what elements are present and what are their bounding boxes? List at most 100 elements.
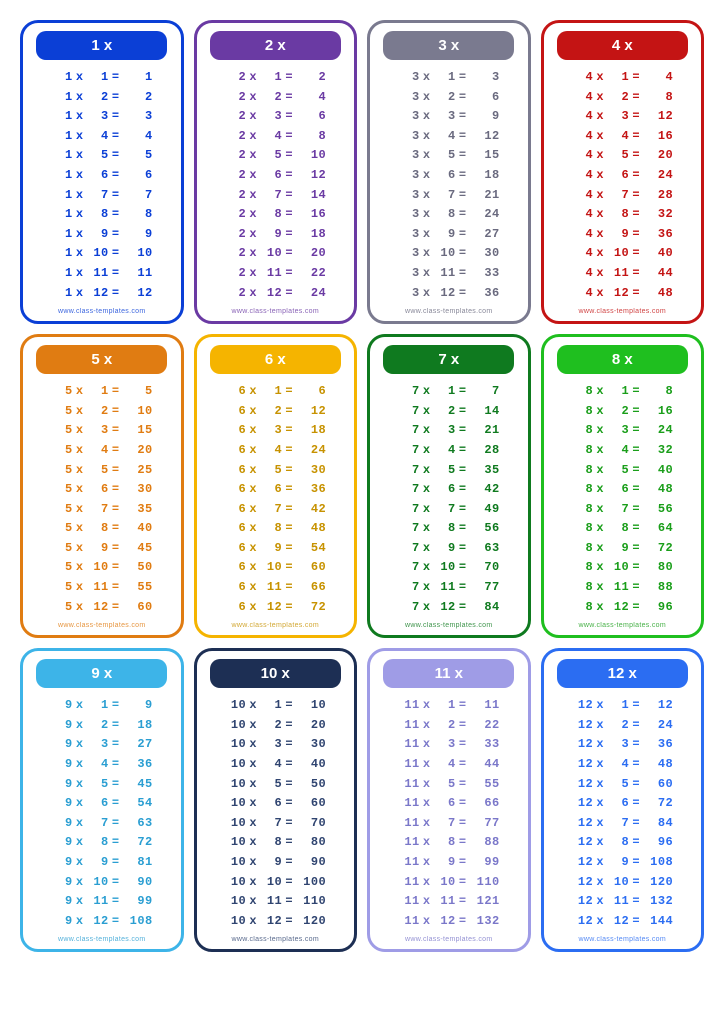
op-symbol: x <box>246 480 260 499</box>
table-row: 4x10=40 <box>550 244 696 263</box>
product: 40 <box>296 755 326 774</box>
multiplicand: 5 <box>51 539 73 558</box>
product: 45 <box>123 539 153 558</box>
table-row: 5x3=15 <box>29 421 175 440</box>
table-row: 12x4=48 <box>550 755 696 774</box>
product: 33 <box>470 735 500 754</box>
eq-symbol: = <box>109 873 123 892</box>
eq-symbol: = <box>456 735 470 754</box>
multiplier: 8 <box>260 205 282 224</box>
multiplier: 3 <box>434 735 456 754</box>
eq-symbol: = <box>282 539 296 558</box>
multiplier: 4 <box>434 127 456 146</box>
multiplier: 2 <box>434 88 456 107</box>
multiplicand: 10 <box>224 912 246 931</box>
table-row: 10x11=110 <box>203 892 349 911</box>
table-row: 2x1=2 <box>203 68 349 87</box>
op-symbol: x <box>593 873 607 892</box>
op-symbol: x <box>246 461 260 480</box>
multiplier: 4 <box>607 755 629 774</box>
multiplier: 9 <box>434 225 456 244</box>
product: 12 <box>643 696 673 715</box>
multiplier: 7 <box>434 500 456 519</box>
product: 32 <box>643 205 673 224</box>
multiplicand: 6 <box>224 500 246 519</box>
product: 63 <box>123 814 153 833</box>
footer-credit: www.class-templates.com <box>405 308 492 315</box>
multiplicand: 7 <box>398 480 420 499</box>
op-symbol: x <box>246 539 260 558</box>
multiplicand: 8 <box>571 598 593 617</box>
table-row: 11x8=88 <box>376 833 522 852</box>
eq-symbol: = <box>629 755 643 774</box>
eq-symbol: = <box>282 461 296 480</box>
multiplier: 4 <box>87 441 109 460</box>
multiplicand: 1 <box>51 264 73 283</box>
multiplier: 4 <box>607 127 629 146</box>
eq-symbol: = <box>629 264 643 283</box>
multiplicand: 4 <box>571 284 593 303</box>
table-row: 5x2=10 <box>29 402 175 421</box>
eq-symbol: = <box>109 186 123 205</box>
table-rows: 6x1=66x2=126x3=186x4=246x5=306x6=366x7=4… <box>203 382 349 616</box>
op-symbol: x <box>420 186 434 205</box>
product: 72 <box>296 598 326 617</box>
product: 28 <box>643 186 673 205</box>
multiplicand: 1 <box>51 127 73 146</box>
product: 30 <box>470 244 500 263</box>
multiplier: 9 <box>260 539 282 558</box>
table-row: 5x11=55 <box>29 578 175 597</box>
table-row: 11x9=99 <box>376 853 522 872</box>
table-row: 9x2=18 <box>29 716 175 735</box>
multiplicand: 4 <box>571 264 593 283</box>
table-rows: 5x1=55x2=105x3=155x4=205x5=255x6=305x7=3… <box>29 382 175 616</box>
op-symbol: x <box>593 912 607 931</box>
eq-symbol: = <box>282 558 296 577</box>
multiplicand: 9 <box>51 716 73 735</box>
table-row: 10x3=30 <box>203 735 349 754</box>
multiplier: 11 <box>434 892 456 911</box>
multiplicand: 1 <box>51 225 73 244</box>
table-row: 4x8=32 <box>550 205 696 224</box>
table-row: 9x1=9 <box>29 696 175 715</box>
product: 12 <box>643 107 673 126</box>
op-symbol: x <box>73 500 87 519</box>
op-symbol: x <box>246 264 260 283</box>
product: 24 <box>296 441 326 460</box>
table-row: 11x3=33 <box>376 735 522 754</box>
multiplicand: 9 <box>51 814 73 833</box>
multiplier: 10 <box>87 558 109 577</box>
op-symbol: x <box>593 598 607 617</box>
table-row: 6x8=48 <box>203 519 349 538</box>
eq-symbol: = <box>282 264 296 283</box>
multiplier: 8 <box>607 205 629 224</box>
eq-symbol: = <box>282 775 296 794</box>
product: 66 <box>470 794 500 813</box>
multiplicand: 8 <box>571 500 593 519</box>
op-symbol: x <box>420 264 434 283</box>
multiplier: 12 <box>87 598 109 617</box>
multiplicand: 10 <box>224 833 246 852</box>
product: 20 <box>296 716 326 735</box>
eq-symbol: = <box>109 519 123 538</box>
multiplier: 2 <box>607 402 629 421</box>
product: 72 <box>643 539 673 558</box>
product: 55 <box>470 775 500 794</box>
product: 44 <box>470 755 500 774</box>
product: 72 <box>643 794 673 813</box>
op-symbol: x <box>73 735 87 754</box>
multiplicand: 3 <box>398 284 420 303</box>
op-symbol: x <box>593 127 607 146</box>
multiplicand: 2 <box>224 107 246 126</box>
multiplicand: 12 <box>571 814 593 833</box>
multiplicand: 2 <box>224 284 246 303</box>
multiplicand: 11 <box>398 833 420 852</box>
multiplicand: 12 <box>571 794 593 813</box>
op-symbol: x <box>593 225 607 244</box>
product: 2 <box>123 88 153 107</box>
multiplier: 10 <box>434 558 456 577</box>
op-symbol: x <box>420 88 434 107</box>
multiplicand: 12 <box>571 696 593 715</box>
table-row: 6x1=6 <box>203 382 349 401</box>
eq-symbol: = <box>109 833 123 852</box>
